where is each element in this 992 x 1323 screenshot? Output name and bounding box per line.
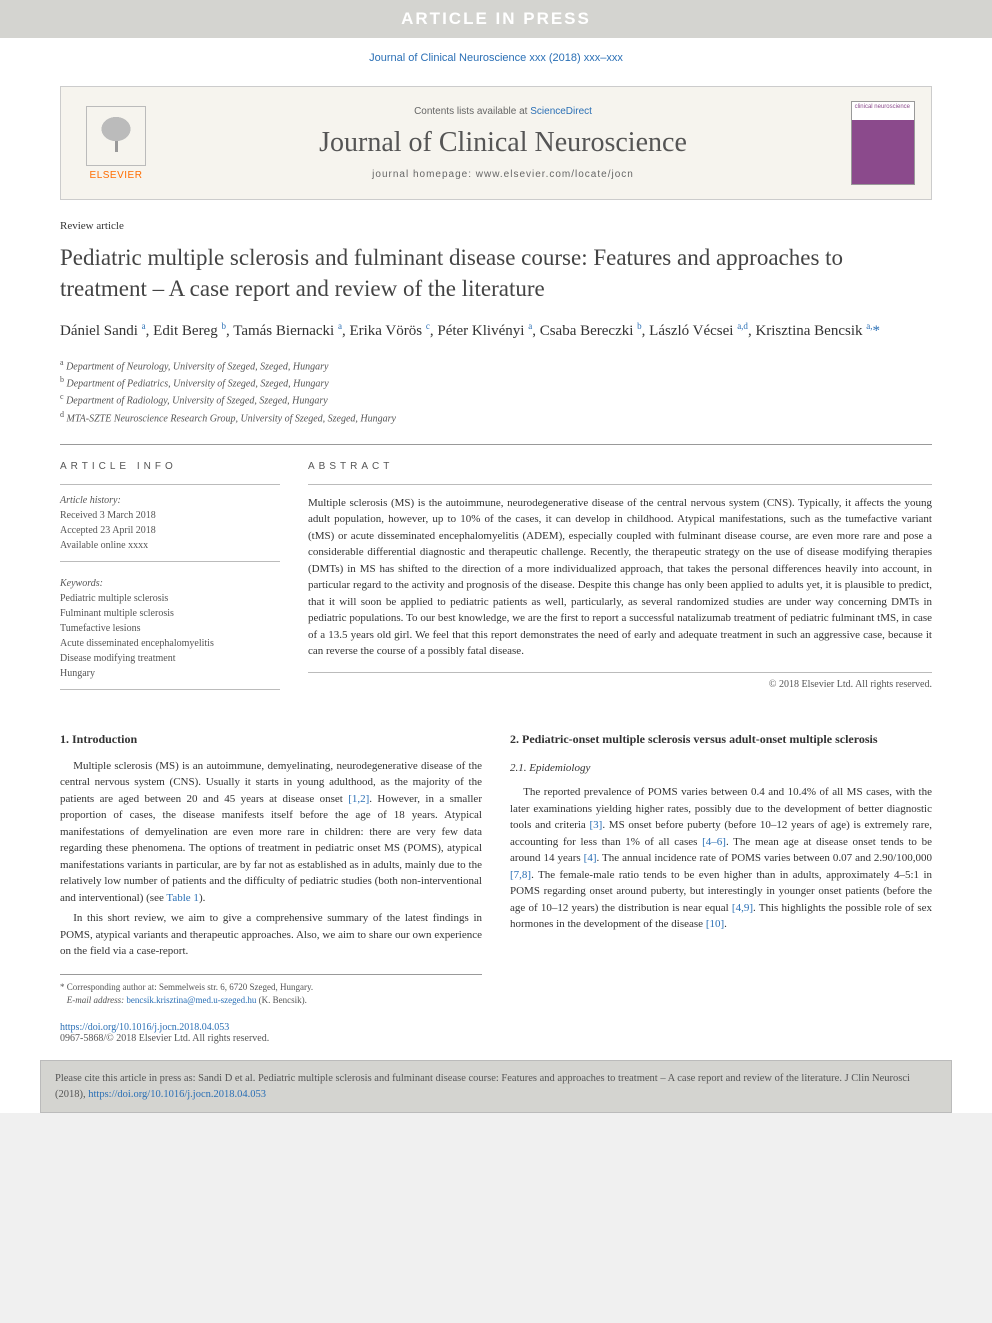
article-in-press-banner: ARTICLE IN PRESS: [0, 0, 992, 38]
history-label: Article history:: [60, 495, 121, 506]
online-date: Available online xxxx: [60, 540, 148, 551]
article-body: Review article Pediatric multiple sclero…: [0, 220, 992, 1008]
section-2-heading: 2. Pediatric-onset multiple sclerosis ve…: [510, 730, 932, 748]
sciencedirect-link[interactable]: ScienceDirect: [530, 106, 592, 117]
keywords-label: Keywords:: [60, 578, 103, 589]
doi-link[interactable]: https://doi.org/10.1016/j.jocn.2018.04.0…: [60, 1022, 229, 1033]
abstract-text: Multiple sclerosis (MS) is the autoimmun…: [308, 495, 932, 673]
info-abstract-row: ARTICLE INFO Article history: Received 3…: [60, 444, 932, 690]
article-history-block: Article history: Received 3 March 2018 A…: [60, 484, 280, 562]
star-icon: *: [60, 982, 65, 992]
cover-text: clinical neuroscience: [855, 104, 910, 110]
article-title: Pediatric multiple sclerosis and fulmina…: [60, 242, 932, 304]
right-column: 2. Pediatric-onset multiple sclerosis ve…: [510, 730, 932, 1008]
accepted-date: Accepted 23 April 2018: [60, 525, 156, 536]
footer-refs: https://doi.org/10.1016/j.jocn.2018.04.0…: [0, 1008, 992, 1048]
author-list: Dániel Sandi a, Edit Bereg b, Tamás Bier…: [60, 320, 932, 343]
email-label: E-mail address:: [67, 995, 127, 1005]
corr-address: Corresponding author at: Semmelweis str.…: [67, 982, 313, 992]
section-1-heading: 1. Introduction: [60, 730, 482, 748]
publisher-logo: ELSEVIER: [77, 99, 155, 187]
left-column: 1. Introduction Multiple sclerosis (MS) …: [60, 730, 482, 1008]
journal-cover-thumbnail: clinical neuroscience: [851, 101, 915, 185]
divider: [308, 484, 932, 485]
body-two-column: 1. Introduction Multiple sclerosis (MS) …: [60, 730, 932, 1008]
section-2-1-heading: 2.1. Epidemiology: [510, 760, 932, 777]
elsevier-tree-icon: [86, 106, 146, 166]
keywords-block: Keywords: Pediatric multiple sclerosisFu…: [60, 576, 280, 690]
journal-citation-line: Journal of Clinical Neuroscience xxx (20…: [0, 38, 992, 78]
article-info-column: ARTICLE INFO Article history: Received 3…: [60, 461, 280, 690]
contents-available-line: Contents lists available at ScienceDirec…: [155, 106, 851, 117]
corr-email-link[interactable]: bencsik.krisztina@med.u-szeged.hu: [126, 995, 256, 1005]
corresponding-author-note: * Corresponding author at: Semmelweis st…: [60, 974, 482, 1008]
affiliations: a Department of Neurology, University of…: [60, 357, 932, 426]
intro-para-2: In this short review, we aim to give a c…: [60, 910, 482, 960]
contents-prefix: Contents lists available at: [414, 106, 530, 117]
page: ARTICLE IN PRESS Journal of Clinical Neu…: [0, 0, 992, 1113]
intro-para-1: Multiple sclerosis (MS) is an autoimmune…: [60, 758, 482, 907]
abstract-copyright: © 2018 Elsevier Ltd. All rights reserved…: [308, 679, 932, 690]
abstract-column: ABSTRACT Multiple sclerosis (MS) is the …: [308, 461, 932, 690]
journal-header-box: ELSEVIER Contents lists available at Sci…: [60, 86, 932, 200]
journal-name: Journal of Clinical Neuroscience: [155, 127, 851, 159]
issn-copyright: 0967-5868/© 2018 Elsevier Ltd. All right…: [60, 1033, 269, 1044]
journal-center: Contents lists available at ScienceDirec…: [155, 106, 851, 180]
epi-para-1: The reported prevalence of POMS varies b…: [510, 784, 932, 933]
citation-box: Please cite this article in press as: Sa…: [40, 1060, 952, 1114]
journal-homepage[interactable]: journal homepage: www.elsevier.com/locat…: [155, 169, 851, 180]
article-info-heading: ARTICLE INFO: [60, 461, 280, 472]
citation-doi-link[interactable]: https://doi.org/10.1016/j.jocn.2018.04.0…: [88, 1089, 266, 1100]
abstract-heading: ABSTRACT: [308, 461, 932, 472]
corr-name: (K. Bencsik).: [256, 995, 307, 1005]
article-type: Review article: [60, 220, 932, 232]
keywords-list: Pediatric multiple sclerosisFulminant mu…: [60, 593, 214, 679]
publisher-name: ELSEVIER: [90, 170, 143, 181]
received-date: Received 3 March 2018: [60, 510, 156, 521]
